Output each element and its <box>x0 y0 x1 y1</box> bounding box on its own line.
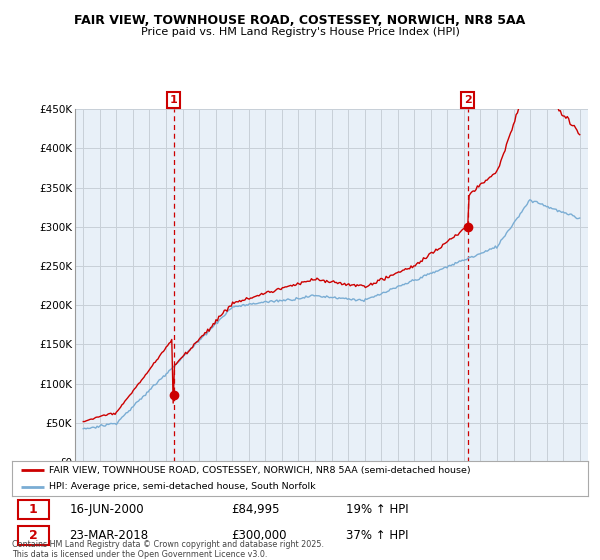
Text: 19% ↑ HPI: 19% ↑ HPI <box>346 503 409 516</box>
Text: 16-JUN-2000: 16-JUN-2000 <box>70 503 144 516</box>
Text: 2: 2 <box>29 529 38 542</box>
Text: 1: 1 <box>29 503 38 516</box>
Text: £84,995: £84,995 <box>231 503 280 516</box>
Text: 1: 1 <box>170 95 178 105</box>
Text: 23-MAR-2018: 23-MAR-2018 <box>70 529 149 542</box>
FancyBboxPatch shape <box>18 500 49 520</box>
Text: Price paid vs. HM Land Registry's House Price Index (HPI): Price paid vs. HM Land Registry's House … <box>140 27 460 37</box>
FancyBboxPatch shape <box>18 525 49 545</box>
Text: 2: 2 <box>464 95 472 105</box>
Text: £300,000: £300,000 <box>231 529 286 542</box>
Text: HPI: Average price, semi-detached house, South Norfolk: HPI: Average price, semi-detached house,… <box>49 482 316 492</box>
Text: 37% ↑ HPI: 37% ↑ HPI <box>346 529 409 542</box>
Text: FAIR VIEW, TOWNHOUSE ROAD, COSTESSEY, NORWICH, NR8 5AA (semi-detached house): FAIR VIEW, TOWNHOUSE ROAD, COSTESSEY, NO… <box>49 466 471 475</box>
Text: Contains HM Land Registry data © Crown copyright and database right 2025.
This d: Contains HM Land Registry data © Crown c… <box>12 540 324 559</box>
Text: FAIR VIEW, TOWNHOUSE ROAD, COSTESSEY, NORWICH, NR8 5AA: FAIR VIEW, TOWNHOUSE ROAD, COSTESSEY, NO… <box>74 14 526 27</box>
